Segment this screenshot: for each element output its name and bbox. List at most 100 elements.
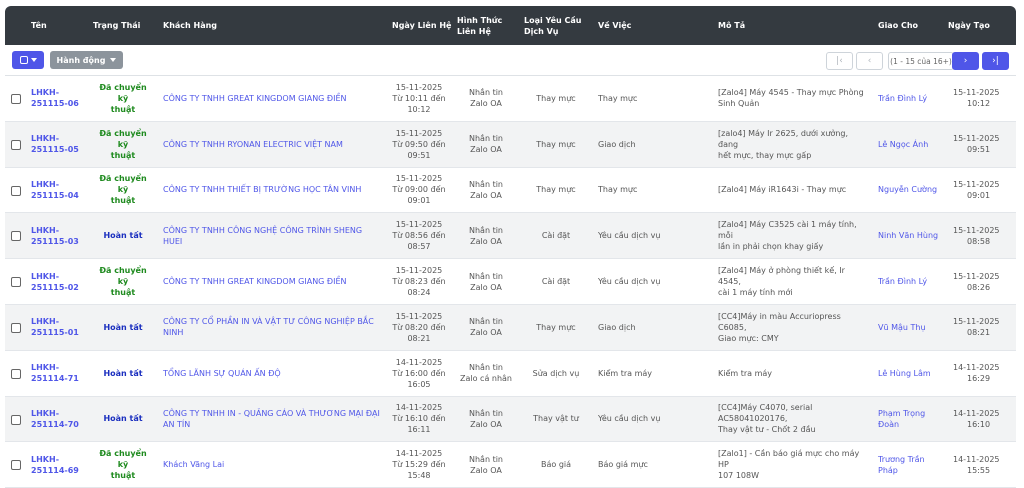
actions-dropdown-button[interactable]: Hành động (50, 51, 123, 69)
assignee-link[interactable]: Trần Đình Lý (878, 259, 944, 304)
description-line1: [Zalo4] Máy 4545 - Thay mực Phòng (718, 88, 864, 98)
assignee-link[interactable]: Trương Trần Pháp (878, 442, 944, 487)
record-code-line1: LHKH- (31, 454, 60, 464)
record-code-link[interactable]: LHKH- 251114-70 (31, 397, 86, 442)
assignee-link[interactable]: Trần Đình Lý (878, 76, 944, 121)
first-page-button[interactable]: |‹ (826, 52, 853, 70)
row-checkbox[interactable] (11, 185, 21, 196)
created-date-line2: 09:51 (967, 145, 991, 155)
assignee-link[interactable]: Lê Hùng Lâm (878, 351, 944, 396)
service-type: Báo giá (540, 460, 572, 470)
last-page-button[interactable]: ›| (982, 52, 1009, 70)
record-code-link[interactable]: LHKH- 251115-04 (31, 168, 86, 213)
table-row[interactable]: LHKH- 251114-69 Đã chuyển kỹ thuật Khách… (5, 442, 1016, 488)
status-line1: Hoàn tất (103, 322, 143, 332)
chevron-down-icon (110, 58, 117, 62)
col-header-ngay-lien-he[interactable]: Ngày Liên Hệ (392, 21, 452, 30)
description: Kiểm tra máy (718, 351, 870, 396)
next-page-button[interactable]: › (952, 52, 979, 70)
created-date-line1: 14-11-2025 (953, 408, 1000, 418)
row-checkbox[interactable] (11, 368, 21, 379)
row-checkbox[interactable] (11, 277, 21, 288)
contact-channel: Nhắn tin Zalo OA (454, 442, 518, 487)
created-date: 15-11-2025 09:51 (953, 122, 1013, 167)
contact-date-line2: Từ 15:29 đến (392, 460, 446, 470)
table-row[interactable]: LHKH- 251115-04 Đã chuyển kỹ thuật CÔNG … (5, 168, 1016, 214)
status-line1: Đã chuyển kỹ (99, 82, 147, 103)
col-header-hinh-thuc-line2: Liên Hệ (457, 26, 491, 36)
record-code-link[interactable]: LHKH- 251115-06 (31, 76, 86, 121)
row-checkbox[interactable] (11, 231, 21, 242)
record-code-line2: 251115-02 (31, 282, 79, 292)
col-header-trang-thai[interactable]: Trạng Thái (93, 21, 141, 30)
status-line2: thuật (110, 104, 136, 114)
table-row[interactable]: LHKH- 251115-05 Đã chuyển kỹ thuật CÔNG … (5, 121, 1016, 168)
customer-link[interactable]: CÔNG TY TNHH IN - QUẢNG CÁO VÀ THƯƠNG MẠ… (163, 397, 383, 442)
table-row[interactable]: LHKH- 251115-06 Đã chuyển kỹ thuật CÔNG … (5, 76, 1016, 122)
record-code-link[interactable]: LHKH- 251115-05 (31, 122, 86, 167)
assignee-link[interactable]: Nguyễn Cường (878, 168, 944, 213)
service-type: Sửa dịch vụ (532, 368, 580, 378)
table-row[interactable]: LHKH- 251115-02 Đã chuyển kỹ thuật CÔNG … (5, 259, 1016, 305)
customer-link[interactable]: CÔNG TY TNHH GREAT KINGDOM GIANG ĐIỀN (163, 259, 383, 304)
assignee-link[interactable]: Vũ Mậu Thụ (878, 305, 944, 350)
customer-link[interactable]: CÔNG TY TNHH CÔNG NGHỆ CÔNG TRÌNH SHENG … (163, 213, 383, 258)
record-code-link[interactable]: LHKH- 251114-71 (31, 351, 86, 396)
table-body: LHKH- 251115-06 Đã chuyển kỹ thuật CÔNG … (5, 76, 1016, 488)
customer-line2: NINH (163, 328, 184, 338)
created-date-line2: 08:21 (967, 328, 991, 338)
assignee-link[interactable]: Lê Ngọc Ánh (878, 122, 944, 167)
record-code-link[interactable]: LHKH- 251114-69 (31, 442, 86, 487)
contact-date: 14-11-2025 Từ 15:29 đến 15:48 (388, 442, 450, 487)
customer-link[interactable]: CÔNG TY TNHH RYONAN ELECTRIC VIỆT NAM (163, 122, 383, 167)
col-header-ngay-tao[interactable]: Ngày Tạo (948, 21, 990, 30)
status-badge: Hoàn tất (93, 351, 153, 396)
table-row[interactable]: LHKH- 251115-01 Hoàn tất CÔNG TY CỔ PHẦN… (5, 304, 1016, 351)
status-line1: Đã chuyển kỹ (99, 449, 147, 470)
contact-channel: Nhắn tin Zalo OA (454, 122, 518, 167)
contact-channel: Nhắn tin Zalo cá nhân (454, 351, 518, 396)
customer-link[interactable]: CÔNG TY TNHH THIẾT BỊ TRƯỜNG HỌC TÂN VIN… (163, 168, 383, 213)
col-header-ten[interactable]: Tên (31, 21, 47, 30)
record-code-link[interactable]: LHKH- 251115-02 (31, 259, 86, 304)
customer-line2: AN TÍN (163, 419, 191, 429)
created-date-line1: 15-11-2025 (953, 317, 1000, 327)
select-all-dropdown-button[interactable] (12, 51, 44, 69)
customer-link[interactable]: CÔNG TY CỔ PHẦN IN VÀ VẬT TƯ CÔNG NGHIỆP… (163, 305, 383, 350)
table-row[interactable]: LHKH- 251114-70 Hoàn tất CÔNG TY TNHH IN… (5, 396, 1016, 443)
description-line2: Thay vật tư - Chốt 2 đầu (718, 425, 816, 435)
subject: Yêu cầu dịch vụ (598, 414, 661, 424)
row-checkbox[interactable] (11, 414, 21, 425)
customer-link[interactable]: TỔNG LÃNH SỰ QUÁN ẤN ĐỘ (163, 351, 383, 396)
col-header-ve-viec[interactable]: Về Việc (598, 21, 632, 30)
description-line2: lần in phải chọn khay giấy (718, 242, 824, 252)
row-checkbox[interactable] (11, 94, 21, 104)
prev-page-button[interactable]: ‹ (856, 52, 883, 70)
description-line2: hết mực, thay mực gấp (718, 150, 812, 160)
customer-link[interactable]: Khách Vãng Lai (163, 442, 383, 487)
table-row[interactable]: LHKH- 251114-71 Hoàn tất TỔNG LÃNH SỰ QU… (5, 351, 1016, 397)
created-date: 15-11-2025 08:58 (953, 213, 1013, 258)
col-header-loai-yeu-cau-line2: Dịch Vụ (524, 26, 559, 36)
record-code-link[interactable]: LHKH- 251115-01 (31, 305, 86, 350)
service-type: Thay vật tư (533, 414, 579, 424)
col-header-mo-ta[interactable]: Mô Tả (718, 21, 746, 30)
row-checkbox[interactable] (11, 460, 21, 471)
status-line1: Đã chuyển kỹ (99, 128, 147, 149)
col-header-giao-cho[interactable]: Giao Cho (878, 21, 919, 30)
table-row[interactable]: LHKH- 251115-03 Hoàn tất CÔNG TY TNHH CÔ… (5, 213, 1016, 260)
customer-link[interactable]: CÔNG TY TNHH GREAT KINGDOM GIANG ĐIỀN (163, 76, 383, 121)
row-checkbox[interactable] (11, 139, 21, 150)
created-date: 14-11-2025 16:10 (953, 397, 1013, 442)
assignee-link[interactable]: Ninh Văn Hùng (878, 213, 944, 258)
col-header-hinh-thuc[interactable]: Hình Thức Liên Hệ (457, 6, 502, 45)
contact-date: 15-11-2025 Từ 10:11 đến 10:12 (388, 76, 450, 121)
status-line2: thuật (110, 288, 136, 298)
record-code-link[interactable]: LHKH- 251115-03 (31, 213, 86, 258)
contact-date-line2: Từ 10:11 đến (392, 93, 446, 103)
col-header-khach-hang[interactable]: Khách Hàng (163, 21, 218, 30)
col-header-loai-yeu-cau[interactable]: Loại Yêu Cầu Dịch Vụ (524, 6, 581, 45)
row-checkbox[interactable] (11, 322, 21, 333)
assignee-link[interactable]: Phạm Trọng Đoàn (878, 397, 944, 442)
actions-label: Hành động (56, 55, 106, 65)
